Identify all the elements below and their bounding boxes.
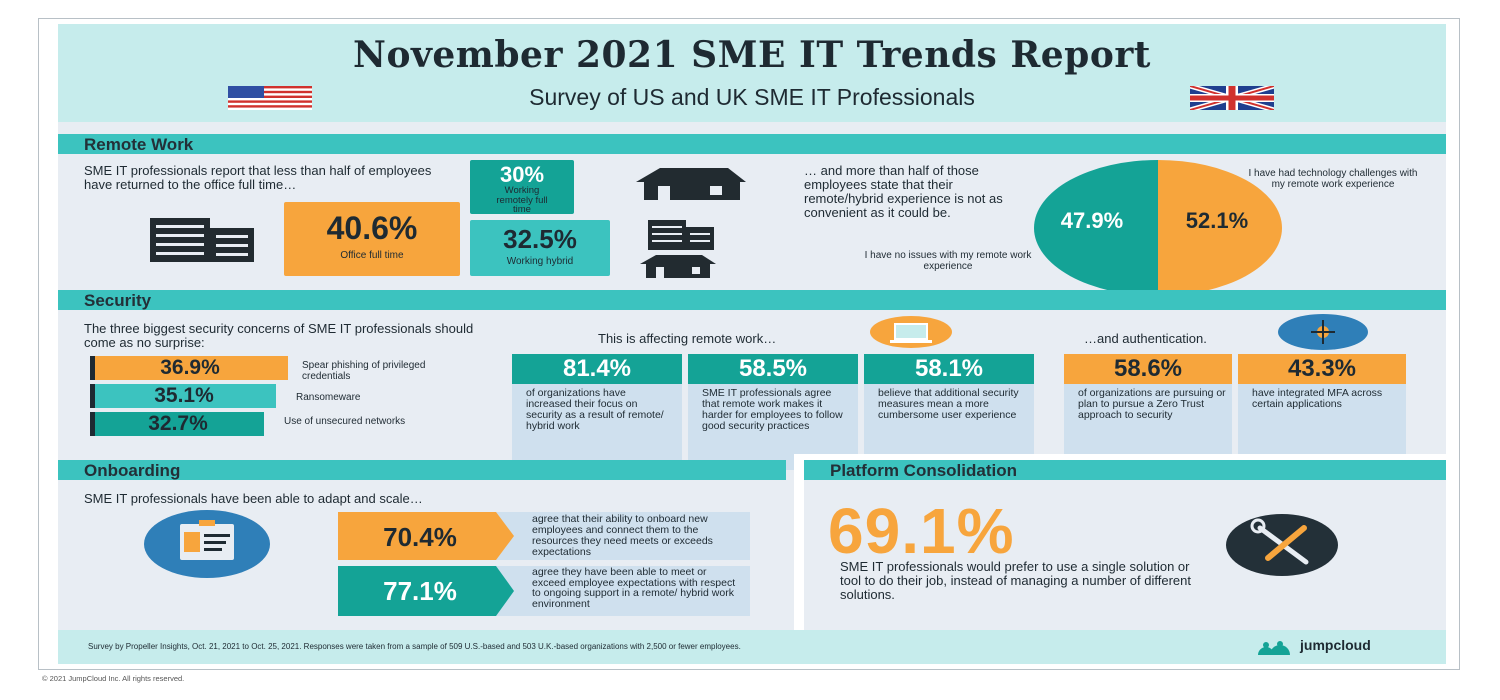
security-heading: Security: [84, 291, 152, 310]
security-card-mfa-text: have integrated MFA across certain appli…: [1252, 387, 1383, 410]
concern-pct-ransomware: 35.1%: [154, 384, 214, 407]
house-icon: [636, 168, 746, 200]
hybrid-pct: 32.5%: [503, 224, 577, 254]
infographic: November 2021 SME IT Trends Report Surve…: [58, 24, 1446, 664]
remote-intro-2: … and more than half of those employees …: [804, 163, 1003, 220]
auth-heading: …and authentication.: [1084, 331, 1207, 346]
security-card-mfa-pct: 43.3%: [1238, 354, 1406, 384]
remote-effect-heading: This is affecting remote work…: [598, 331, 777, 346]
footer-brand: jumpcloud: [1300, 637, 1371, 653]
security-card-practices: 58.5% SME IT professionals agree that re…: [688, 354, 858, 470]
onboarding-arrow-1: [338, 512, 514, 560]
laptop-icon: [870, 316, 952, 348]
concern-pct-networks: 32.7%: [148, 412, 208, 435]
experience-pie-chart: [1034, 160, 1282, 296]
security-card-experience: 58.1% believe that additional security m…: [864, 354, 1034, 470]
security-card-experience-pct: 58.1%: [864, 354, 1034, 384]
concern-label-ransomware: Ransomeware: [296, 392, 361, 403]
key-icon: [1278, 314, 1368, 350]
office-stat-box: 40.6% Office full time: [284, 202, 460, 276]
security-card-focus: 81.4% of organizations have increased th…: [512, 354, 682, 470]
security-card-mfa: 43.3% have integrated MFA across certain…: [1238, 354, 1406, 470]
concern-bar-phishing: 36.9%: [90, 356, 288, 380]
security-card-focus-pct: 81.4%: [512, 354, 682, 384]
security-card-zero-trust: 58.6% of organizations are pursuing or p…: [1064, 354, 1232, 470]
remote-work-header: Remote Work: [58, 134, 1446, 154]
footer-band: Survey by Propeller Insights, Oct. 21, 2…: [58, 630, 1446, 664]
remote-intro: SME IT professionals report that less th…: [84, 163, 432, 192]
security-intro: The three biggest security concerns of S…: [84, 321, 474, 350]
id-card-icon: [144, 510, 270, 578]
remote-pct: 30%: [499, 162, 545, 187]
remote-label: Working remotely full time: [496, 185, 548, 215]
security-card-zero-trust-pct: 58.6%: [1064, 354, 1232, 384]
small-house-icon: [640, 255, 716, 278]
office-pct: 40.6%: [326, 210, 418, 246]
platform-panel: [804, 460, 1446, 630]
platform-text: SME IT professionals would prefer to use…: [840, 559, 1191, 602]
onboarding-intro: SME IT professionals have been able to a…: [84, 491, 423, 506]
security-card-focus-text: of organizations have increased their fo…: [526, 387, 664, 432]
onboarding-header: Onboarding: [58, 460, 786, 480]
onboarding-pct-2: 77.1%: [383, 576, 457, 606]
pie-right-pct: 52.1%: [1185, 208, 1249, 233]
concern-bar-ransomware: 35.1%: [90, 384, 276, 408]
office-label: Office full time: [340, 250, 404, 261]
tools-icon: [1226, 514, 1338, 576]
pie-left-label: I have no issues with my remote work exp…: [864, 250, 1032, 272]
platform-header: Platform Consolidation: [804, 460, 1446, 480]
platform-pct: 69.1%: [828, 495, 1015, 567]
jumpcloud-logo-icon: [1258, 641, 1290, 655]
security-card-practices-pct: 58.5%: [688, 354, 858, 384]
pie-right-label: I have had technology challenges with my…: [1248, 168, 1418, 190]
us-flag-icon: [228, 86, 312, 110]
security-card-practices-text: SME IT professionals agree that remote w…: [702, 387, 843, 432]
onboarding-text-1: agree that their ability to onboard new …: [532, 513, 713, 558]
security-header: Security: [58, 290, 1446, 310]
onboarding-heading: Onboarding: [84, 461, 181, 480]
hybrid-stat-box: 32.5% Working hybrid: [470, 220, 610, 276]
title-banner: November 2021 SME IT Trends Report Surve…: [58, 24, 1446, 122]
security-card-zero-trust-text: of organizations are pursuing or plan to…: [1078, 387, 1226, 421]
hybrid-label: Working hybrid: [506, 256, 574, 267]
concern-bar-networks: 32.7%: [90, 412, 264, 436]
pie-slice-no-issues: [1034, 160, 1158, 296]
platform-heading: Platform Consolidation: [830, 461, 1017, 480]
remote-stat-box: 30% Working remotely full time: [470, 160, 574, 214]
security-card-experience-text: believe that additional security measure…: [878, 387, 1019, 421]
onboarding-text-2: agree they have been able to meet or exc…: [532, 566, 736, 610]
pie-slice-challenges: [1158, 160, 1282, 296]
copyright: © 2021 JumpCloud Inc. All rights reserve…: [42, 674, 185, 683]
uk-flag-icon: [1190, 86, 1274, 110]
remote-work-heading: Remote Work: [84, 135, 194, 154]
footer-note: Survey by Propeller Insights, Oct. 21, 2…: [88, 642, 741, 651]
concern-label-phishing: Spear phishing of privileged credentials: [302, 360, 426, 382]
onboarding-arrow-2: [338, 566, 514, 616]
report-subtitle: Survey of US and UK SME IT Professionals: [529, 84, 975, 110]
small-building-icon: [648, 220, 714, 250]
office-building-icon: [150, 218, 254, 262]
report-title: November 2021 SME IT Trends Report: [353, 34, 1151, 76]
onboarding-pct-1: 70.4%: [383, 522, 457, 552]
pie-left-pct: 47.9%: [1060, 208, 1124, 233]
concern-label-networks: Use of unsecured networks: [284, 416, 406, 427]
concern-pct-phishing: 36.9%: [160, 356, 220, 379]
